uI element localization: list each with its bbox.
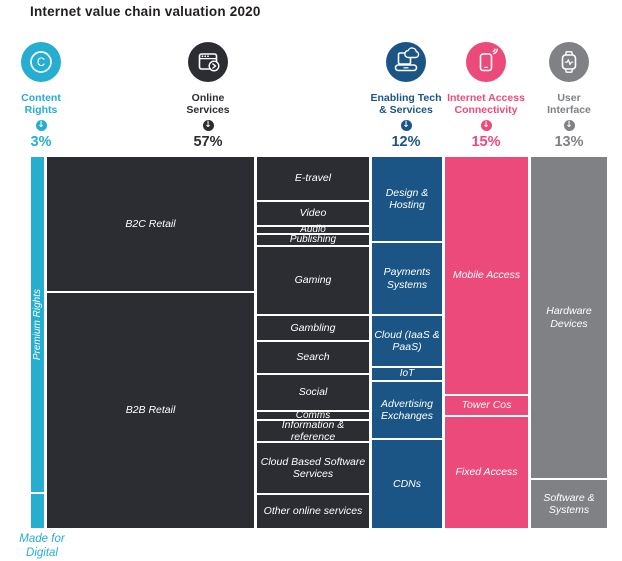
down-arrow-icon <box>563 120 575 131</box>
segment-audio: Audio <box>257 224 369 236</box>
segment-cloud-iaas-paas: Cloud (IaaS & PaaS) <box>372 316 442 366</box>
segment-label: B2C Retail <box>125 217 176 230</box>
segment-b2c-retail: B2C Retail <box>47 157 254 291</box>
segment-label: Cloud (IaaS & PaaS) <box>374 328 440 353</box>
column-enabling-tech: Design & Hosting Payments Systems Cloud … <box>372 157 442 528</box>
segment-made-for-digital <box>31 494 44 528</box>
segment-payments-systems: Payments Systems <box>372 243 442 314</box>
segment-label: B2B Retail <box>125 404 176 417</box>
column-online-services-detail: E-travel Video Audio Publishing Gaming G… <box>257 157 369 528</box>
column-user-interface: Hardware Devices Software & Systems <box>531 157 607 528</box>
segment-label: IoT <box>399 368 415 380</box>
segment-b2b-retail: B2B Retail <box>47 293 254 528</box>
segment-label: Video <box>299 207 327 220</box>
segment-advertising-exchanges: Advertising Exchanges <box>372 382 442 438</box>
segment-label: Information & reference <box>281 418 345 443</box>
category-online-services: Online Services 57% <box>163 42 253 150</box>
column-online-services-retail: B2C Retail B2B Retail <box>47 157 254 528</box>
category-label: User Interface <box>547 92 591 117</box>
category-share: 12% <box>391 134 421 150</box>
segment-social: Social <box>257 375 369 410</box>
copyright-icon: C <box>21 42 61 82</box>
category-user-interface: User Interface 13% <box>529 42 609 150</box>
segment-label: Gambling <box>290 321 336 334</box>
segment-label: Publishing <box>289 234 337 246</box>
category-share: 57% <box>193 134 223 150</box>
down-arrow-icon <box>202 120 214 131</box>
segment-cdns: CDNs <box>372 440 442 528</box>
segment-mobile-access: Mobile Access <box>445 157 528 394</box>
column-internet-access: Mobile Access Tower Cos Fixed Access <box>445 157 528 528</box>
segment-design-hosting: Design & Hosting <box>372 157 442 241</box>
segment-software-systems: Software & Systems <box>531 480 607 528</box>
segment-label: Cloud Based Software Services <box>260 455 366 480</box>
category-enabling-tech: Enabling Tech & Services 12% <box>358 42 454 150</box>
segment-publishing: Publishing <box>257 234 369 246</box>
down-arrow-icon <box>35 120 47 131</box>
segment-label: Payments Systems <box>383 266 431 291</box>
segment-hardware-devices: Hardware Devices <box>531 157 607 478</box>
segment-cloud-based-software: Cloud Based Software Services <box>257 443 369 493</box>
category-label: Content Rights <box>21 92 61 117</box>
segment-tower-cos: Tower Cos <box>445 396 528 415</box>
category-label: Online Services <box>186 92 230 117</box>
page-title: Internet value chain valuation 2020 <box>30 4 261 19</box>
category-share: 15% <box>471 134 501 150</box>
category-label: Enabling Tech & Services <box>370 92 442 117</box>
segment-label: Advertising Exchanges <box>381 397 433 422</box>
segment-label: Audio <box>300 224 326 236</box>
segment-label: Tower Cos <box>461 399 512 412</box>
category-label: Internet Access Connectivity <box>447 92 525 117</box>
segment-comms: Comms <box>257 409 369 421</box>
category-share: 13% <box>554 134 584 150</box>
segment-label: Fixed Access <box>455 466 518 479</box>
segment-gaming: Gaming <box>257 247 369 314</box>
segment-label: Search <box>296 351 330 364</box>
phone-signal-icon <box>466 42 506 82</box>
laptop-cloud-icon <box>386 42 426 82</box>
segment-label: Software & Systems <box>543 491 595 516</box>
category-content-rights: C Content Rights 3% <box>1 42 81 150</box>
segment-label: CDNs <box>393 477 421 490</box>
down-arrow-icon <box>480 120 492 131</box>
svg-text:C: C <box>37 57 45 69</box>
segment-fixed-access: Fixed Access <box>445 417 528 528</box>
segment-search: Search <box>257 342 369 373</box>
segment-iot: IoT <box>372 368 442 380</box>
segment-gambling: Gambling <box>257 316 369 340</box>
browser-icon <box>188 42 228 82</box>
segment-label: Comms <box>295 409 331 421</box>
smartwatch-icon <box>549 42 589 82</box>
segment-label: Social <box>298 386 328 399</box>
segment-label: Premium Rights <box>31 288 43 361</box>
segment-label: Other online services <box>263 505 363 518</box>
segment-label: Hardware Devices <box>546 305 592 330</box>
segment-label: Design & Hosting <box>385 186 429 211</box>
segment-label: E-travel <box>294 172 332 185</box>
down-arrow-icon <box>400 120 412 131</box>
segment-other-online-services: Other online services <box>257 495 369 528</box>
footnote-made-for-digital: Made for Digital <box>19 533 65 559</box>
segment-premium-rights: Premium Rights <box>31 157 44 492</box>
segment-e-travel: E-travel <box>257 157 369 200</box>
segment-information-reference: Information & reference <box>257 418 369 443</box>
segment-video: Video <box>257 202 369 225</box>
segment-label: Gaming <box>294 274 332 287</box>
segment-label: Mobile Access <box>452 269 521 282</box>
category-share: 3% <box>30 134 52 150</box>
category-internet-access: Internet Access Connectivity 15% <box>438 42 534 150</box>
column-content-rights: Premium Rights <box>31 157 44 528</box>
